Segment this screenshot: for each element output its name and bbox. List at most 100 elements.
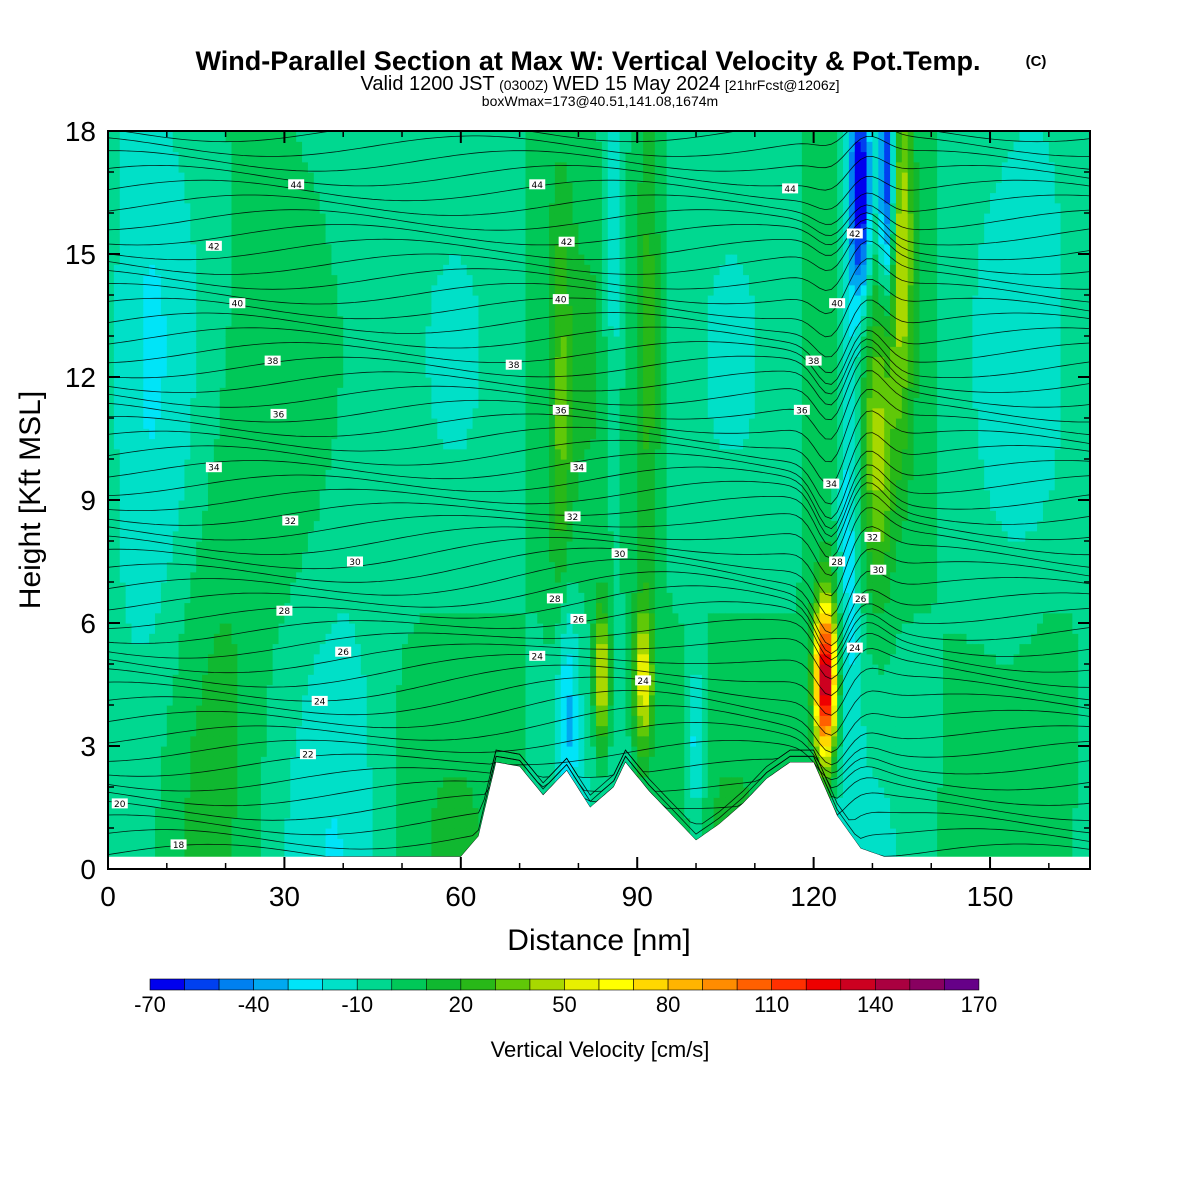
y-tick-label: 15	[65, 239, 96, 270]
theta-label-text: 42	[561, 238, 572, 248]
copyright-mark: (C)	[1026, 53, 1047, 70]
theta-label-text: 28	[549, 595, 561, 605]
colorbar-tick-label: 170	[961, 992, 998, 1017]
theta-label-text: 22	[302, 751, 313, 761]
theta-label-text: 28	[279, 607, 291, 617]
theta-label-text: 20	[114, 800, 126, 810]
colorbar-swatch	[391, 978, 427, 991]
theta-contour-label: 30	[870, 564, 887, 576]
theta-label-text: 24	[637, 677, 649, 687]
theta-label-text: 26	[337, 648, 349, 658]
theta-label-text: 30	[873, 566, 885, 576]
theta-label-text: 34	[826, 480, 838, 490]
colorbar-swatch	[771, 978, 807, 991]
colorbar-swatch	[460, 978, 496, 991]
y-tick-label: 6	[80, 608, 96, 639]
colorbar-swatch	[322, 978, 358, 991]
colorbar-swatch	[736, 978, 772, 991]
colorbar-tick-label: 50	[552, 992, 576, 1017]
colorbar-swatch	[218, 978, 254, 991]
theta-label-text: 24	[314, 697, 326, 707]
theta-label-text: 44	[290, 181, 302, 191]
theta-label-text: 32	[285, 517, 296, 527]
vertical-velocity-field	[108, 131, 1090, 869]
theta-label-text: 40	[555, 296, 567, 306]
x-tick-label: 60	[445, 881, 476, 912]
theta-label-text: 18	[173, 841, 185, 851]
colorbar-swatch	[805, 978, 842, 991]
colorbar-swatch	[356, 978, 393, 991]
colorbar-swatch	[184, 978, 220, 991]
theta-contour-label: 32	[864, 531, 881, 543]
theta-label-text: 26	[573, 615, 585, 625]
theta-label-text: 28	[831, 558, 843, 568]
theta-label-text: 34	[208, 464, 220, 474]
theta-label-text: 36	[273, 410, 285, 420]
box-wmax-label: boxWmax=173@40.51,141.08,1674m	[482, 93, 718, 109]
theta-label-text: 32	[867, 533, 878, 543]
theta-contour-label: 24	[529, 650, 546, 662]
theta-label-text: 30	[349, 558, 361, 568]
theta-contour-label: 28	[546, 593, 563, 605]
theta-label-text: 44	[532, 181, 544, 191]
terrain-mask	[108, 762, 1090, 869]
colorbar-swatch	[426, 978, 462, 991]
x-tick-label: 0	[100, 881, 116, 912]
x-tick-label: 90	[622, 881, 653, 912]
colorbar-swatch	[598, 978, 634, 991]
theta-contour-label: 44	[288, 179, 305, 191]
colorbar-tick-label: -70	[134, 992, 166, 1017]
theta-contour-label: 38	[264, 355, 281, 367]
colorbar-tick-label: -10	[341, 992, 373, 1017]
theta-contours	[108, 131, 1090, 858]
theta-contour-label: 26	[570, 613, 587, 625]
colorbar-swatch	[564, 978, 600, 991]
theta-label-text: 42	[849, 230, 860, 240]
theta-contour-label: 32	[282, 515, 299, 527]
theta-label-text: 44	[784, 185, 796, 195]
theta-contour-label: 40	[552, 294, 569, 306]
theta-label-text: 24	[849, 644, 861, 654]
colorbar-swatch	[702, 978, 738, 991]
theta-contour-label: 18	[170, 839, 187, 851]
x-tick-label: 120	[790, 881, 837, 912]
theta-contour-label: 36	[270, 408, 287, 420]
colorbar-swatch	[149, 978, 185, 991]
theta-contour-label: 30	[611, 548, 628, 560]
theta-label-text: 32	[567, 513, 578, 523]
y-tick-label: 9	[80, 485, 96, 516]
theta-contour-label: 34	[205, 462, 222, 474]
x-axis: 0 30 60 90 120 150	[100, 131, 1050, 912]
theta-label-text: 26	[855, 595, 867, 605]
chart-title: Wind-Parallel Section at Max W: Vertical…	[196, 46, 981, 76]
colorbar-swatch	[875, 978, 911, 991]
theta-contour-label: 42	[205, 240, 222, 252]
theta-label-text: 38	[267, 357, 279, 367]
theta-contour-label: 28	[829, 556, 846, 568]
colorbar-labels: -70 -40 -10 20 50 80 110 140 170	[134, 992, 997, 1017]
colorbar-swatch	[909, 978, 945, 991]
colorbar-tick-label: 20	[449, 992, 473, 1017]
colorbar-swatch	[529, 978, 565, 991]
theta-contour-label: 34	[823, 478, 840, 490]
y-tick-label: 0	[80, 854, 96, 885]
colorbar-tick-label: 110	[754, 992, 789, 1017]
theta-contour-label: 20	[111, 798, 128, 810]
theta-contour-label: 26	[852, 593, 869, 605]
theta-label-text: 38	[508, 361, 520, 371]
colorbar-tick-label: 140	[857, 992, 894, 1017]
colorbar-swatch	[633, 978, 669, 991]
colorbar-swatch	[287, 978, 323, 991]
x-axis-label: Distance [nm]	[507, 924, 690, 957]
theta-contour-label: 44	[782, 183, 799, 195]
colorbar-swatch	[495, 978, 531, 991]
colorbar-swatch	[253, 978, 289, 991]
y-axis-label: Height [Kft MSL]	[14, 391, 47, 609]
y-tick-label: 3	[80, 731, 96, 762]
theta-contour-label: 40	[829, 298, 846, 310]
theta-label-text: 34	[573, 464, 585, 474]
theta-label-text: 42	[208, 242, 219, 252]
theta-label-text: 36	[796, 406, 808, 416]
